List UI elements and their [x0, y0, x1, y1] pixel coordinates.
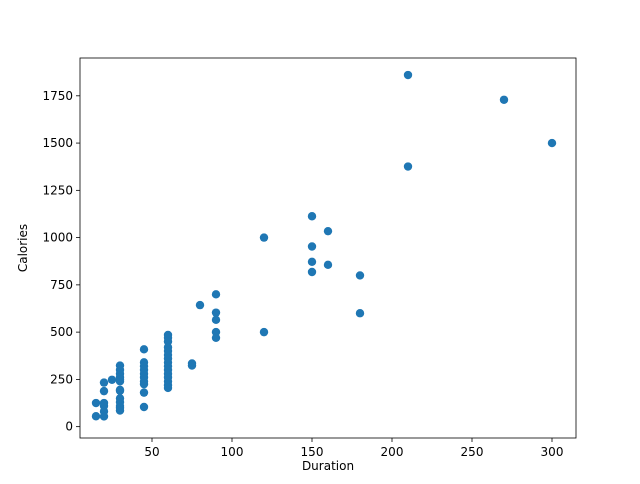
data-point	[139, 402, 149, 412]
data-point	[115, 377, 125, 386]
data-point	[139, 388, 149, 397]
data-point	[211, 308, 221, 317]
data-point	[307, 242, 317, 251]
y-tick-label: 750	[50, 278, 73, 292]
y-tick-label: 1250	[42, 183, 73, 197]
data-point	[355, 309, 365, 318]
data-point	[355, 271, 365, 280]
data-point	[99, 386, 109, 396]
data-point	[139, 379, 149, 389]
x-tick-label: 50	[144, 445, 159, 459]
plot-frame	[79, 57, 577, 439]
data-point	[99, 412, 109, 421]
data-point	[187, 361, 197, 370]
y-tick-label: 1750	[42, 89, 73, 103]
data-point	[403, 162, 413, 171]
data-point	[115, 406, 125, 415]
points-layer	[91, 70, 557, 421]
y-tick-label: 1500	[42, 136, 73, 150]
data-point	[91, 412, 101, 421]
data-point	[195, 300, 205, 310]
y-axis-ticks: 0 250 500 750 1000 1250 1500 1750	[42, 89, 80, 434]
data-point	[323, 260, 333, 270]
x-tick-label: 250	[461, 445, 484, 459]
data-point	[211, 315, 221, 325]
y-tick-label: 1000	[42, 231, 73, 245]
x-tick-label: 300	[541, 445, 564, 459]
data-point	[499, 95, 509, 104]
data-point	[547, 138, 557, 148]
data-point	[259, 233, 269, 242]
data-point	[307, 257, 317, 267]
data-point	[323, 226, 333, 236]
data-point	[403, 70, 413, 80]
data-point	[99, 378, 109, 387]
x-axis-ticks: 50 100 150 200 250 300	[144, 438, 563, 459]
y-tick-label: 250	[50, 372, 73, 386]
data-point	[115, 386, 125, 395]
data-point	[163, 383, 173, 393]
x-axis-label: Duration	[302, 459, 354, 473]
y-tick-label: 0	[65, 420, 73, 434]
data-point	[107, 375, 117, 384]
data-point	[307, 267, 317, 277]
y-tick-label: 500	[50, 325, 73, 339]
x-tick-label: 100	[221, 445, 244, 459]
data-point	[259, 327, 269, 337]
x-tick-label: 200	[381, 445, 404, 459]
y-axis-label: Calories	[16, 224, 30, 272]
data-point	[307, 212, 317, 221]
data-point	[139, 345, 149, 354]
data-point	[211, 290, 221, 299]
data-point	[211, 333, 221, 343]
data-point	[91, 398, 101, 408]
x-tick-label: 150	[301, 445, 324, 459]
